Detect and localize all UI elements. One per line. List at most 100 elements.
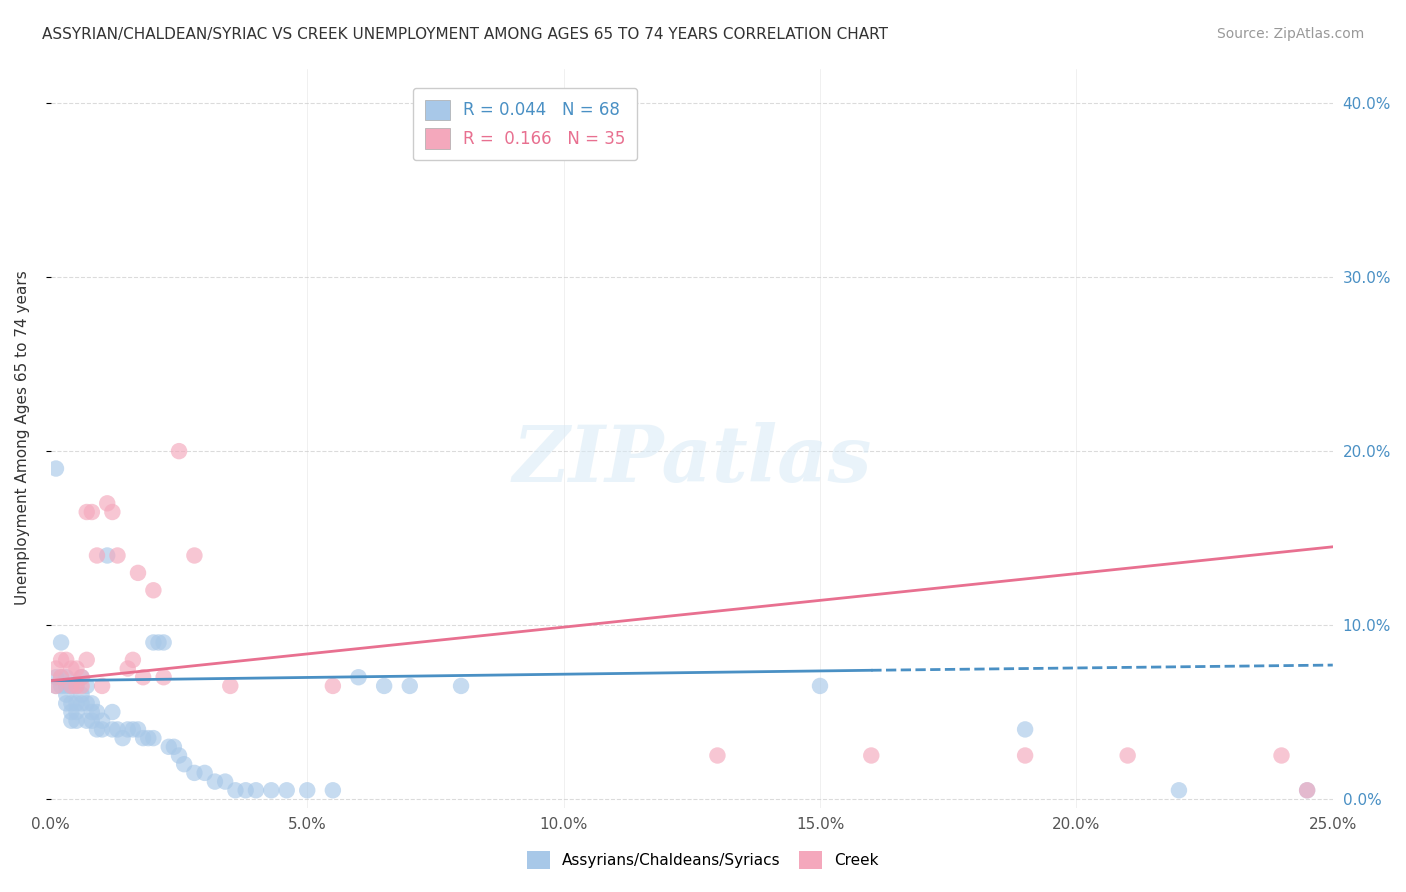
Text: ZIPatlas: ZIPatlas: [512, 422, 872, 499]
Point: [91, 714, 114, 728]
Point: [194, 765, 217, 780]
Point: [45, 679, 67, 693]
Point: [60, 679, 83, 693]
Point: [76, 696, 98, 710]
Point: [49, 653, 72, 667]
Point: [49, 670, 72, 684]
Point: [49, 670, 72, 684]
Text: ASSYRIAN/CHALDEAN/SYRIAC VS CREEK UNEMPLOYMENT AMONG AGES 65 TO 74 YEARS CORRELA: ASSYRIAN/CHALDEAN/SYRIAC VS CREEK UNEMPL…: [42, 27, 889, 42]
Point: [1116, 748, 1139, 763]
Point: [55, 696, 77, 710]
Point: [152, 635, 174, 649]
Point: [183, 549, 205, 563]
Point: [60, 696, 83, 710]
Point: [65, 705, 87, 719]
Legend: Assyrians/Chaldeans/Syriacs, Creek: Assyrians/Chaldeans/Syriacs, Creek: [522, 845, 884, 875]
Point: [450, 679, 472, 693]
Point: [55, 670, 77, 684]
Point: [808, 679, 831, 693]
Point: [373, 679, 395, 693]
Point: [96, 496, 118, 510]
Point: [45, 661, 67, 675]
Point: [76, 679, 98, 693]
Point: [65, 679, 87, 693]
Point: [60, 705, 83, 719]
Point: [60, 661, 83, 675]
Point: [167, 748, 190, 763]
Point: [86, 723, 108, 737]
Point: [1270, 748, 1292, 763]
Point: [76, 653, 98, 667]
Point: [706, 748, 728, 763]
Point: [91, 723, 114, 737]
Point: [60, 679, 83, 693]
Point: [219, 679, 242, 693]
Point: [1296, 783, 1319, 797]
Point: [70, 670, 93, 684]
Point: [101, 705, 124, 719]
Y-axis label: Unemployment Among Ages 65 to 74 years: Unemployment Among Ages 65 to 74 years: [15, 271, 30, 606]
Point: [70, 679, 93, 693]
Point: [245, 783, 267, 797]
Point: [122, 653, 145, 667]
Point: [96, 549, 118, 563]
Point: [183, 765, 205, 780]
Point: [65, 696, 87, 710]
Point: [235, 783, 257, 797]
Point: [347, 670, 370, 684]
Point: [55, 653, 77, 667]
Point: [322, 783, 344, 797]
Point: [60, 714, 83, 728]
Point: [136, 731, 159, 745]
Point: [276, 783, 298, 797]
Point: [260, 783, 283, 797]
Point: [49, 635, 72, 649]
Point: [45, 679, 67, 693]
Point: [148, 635, 170, 649]
Point: [86, 705, 108, 719]
Point: [132, 731, 155, 745]
Point: [55, 688, 77, 702]
Point: [111, 731, 134, 745]
Point: [214, 774, 236, 789]
Point: [45, 670, 67, 684]
Point: [107, 549, 129, 563]
Point: [107, 723, 129, 737]
Point: [101, 723, 124, 737]
Text: Source: ZipAtlas.com: Source: ZipAtlas.com: [1216, 27, 1364, 41]
Point: [76, 714, 98, 728]
Point: [224, 783, 246, 797]
Legend: R = 0.044   N = 68, R =  0.166   N = 35: R = 0.044 N = 68, R = 0.166 N = 35: [413, 88, 637, 161]
Point: [80, 696, 103, 710]
Point: [1168, 783, 1191, 797]
Point: [117, 661, 139, 675]
Point: [297, 783, 319, 797]
Point: [132, 670, 155, 684]
Point: [45, 461, 67, 475]
Point: [1014, 723, 1036, 737]
Point: [70, 696, 93, 710]
Point: [204, 774, 226, 789]
Point: [142, 583, 165, 598]
Point: [163, 739, 186, 754]
Point: [70, 670, 93, 684]
Point: [122, 723, 145, 737]
Point: [86, 549, 108, 563]
Point: [127, 723, 149, 737]
Point: [91, 679, 114, 693]
Point: [65, 714, 87, 728]
Point: [76, 505, 98, 519]
Point: [173, 757, 195, 772]
Point: [152, 670, 174, 684]
Point: [80, 705, 103, 719]
Point: [1296, 783, 1319, 797]
Point: [157, 739, 180, 754]
Point: [80, 714, 103, 728]
Point: [142, 731, 165, 745]
Point: [167, 444, 190, 458]
Point: [127, 566, 149, 580]
Point: [55, 679, 77, 693]
Point: [70, 688, 93, 702]
Point: [101, 505, 124, 519]
Point: [142, 635, 165, 649]
